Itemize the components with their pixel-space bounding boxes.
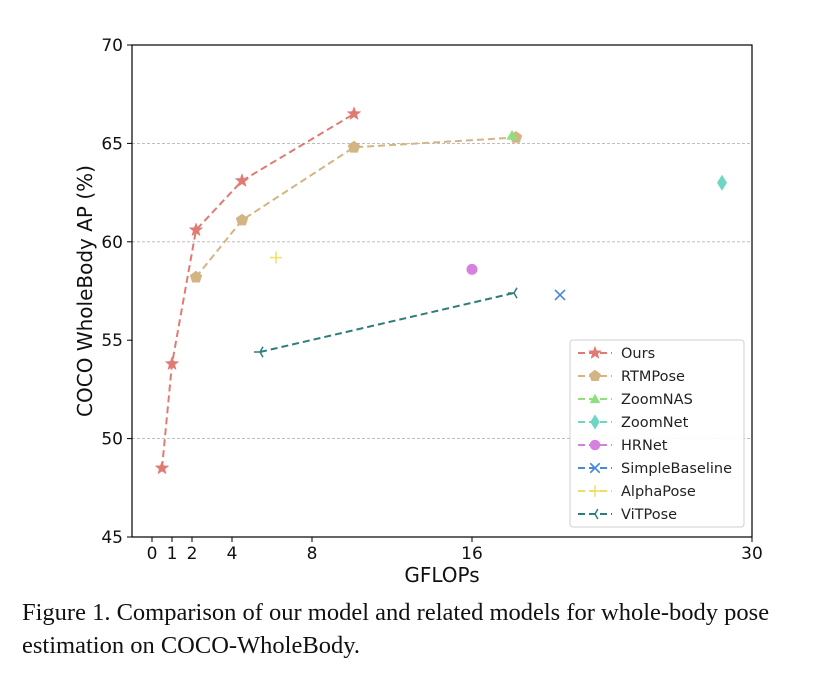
data-point-vitpose-1 bbox=[508, 287, 518, 299]
y-axis-title: COCO WholeBody AP (%) bbox=[73, 165, 97, 417]
legend-label-ours: Ours bbox=[621, 346, 655, 362]
legend-label-simplebaseline: SimpleBaseline bbox=[621, 461, 732, 477]
y-tick-label-50: 50 bbox=[101, 430, 123, 450]
legend-marker-ours bbox=[588, 345, 602, 359]
legend-marker-zoomnet bbox=[590, 414, 600, 430]
x-axis-title: GFLOPs bbox=[404, 563, 479, 587]
x-axis-ticks: 0 1 2 4 8 16 30 bbox=[147, 537, 763, 564]
series-line-rtmpose bbox=[195, 136, 517, 278]
figure-caption: Figure 1. Comparison of our model and re… bbox=[22, 599, 770, 659]
legend-marker-vitpose bbox=[589, 508, 599, 520]
y-tick-label-70: 70 bbox=[101, 36, 123, 56]
legend-label-hrnet: HRNet bbox=[621, 438, 668, 454]
data-point-zoomnet-0 bbox=[717, 174, 727, 191]
chart: 0 1 2 4 8 16 30 45 50 55 60 65 70 GFLOPs COCO Whole… bbox=[73, 36, 763, 587]
legend-label-rtmpose: RTMPose bbox=[621, 369, 685, 385]
legend: Ours RTMPose ZoomNAS ZoomNet HRNet SimpleBase… bbox=[569, 339, 745, 528]
plot-series bbox=[154, 106, 727, 475]
y-tick-label-65: 65 bbox=[101, 134, 123, 154]
data-point-zoomnas-0 bbox=[506, 130, 518, 140]
legend-label-alphapose: AlphaPose bbox=[621, 484, 696, 500]
data-point-rtmpose-2 bbox=[347, 140, 361, 153]
data-point-ours-0 bbox=[154, 460, 170, 475]
data-point-hrnet-0 bbox=[466, 263, 478, 275]
legend-box bbox=[569, 339, 745, 528]
y-tick-label-55: 55 bbox=[101, 331, 123, 351]
data-point-ours-3 bbox=[234, 173, 250, 188]
x-tick-label-0: 0 bbox=[147, 544, 158, 564]
y-tick-label-45: 45 bbox=[101, 528, 123, 548]
data-point-ours-2 bbox=[188, 222, 204, 237]
x-tick-label-1: 1 bbox=[167, 544, 178, 564]
data-point-ours-1 bbox=[164, 356, 180, 371]
x-tick-label-2: 2 bbox=[187, 544, 198, 564]
legend-marker-simplebaseline bbox=[589, 462, 601, 474]
data-point-rtmpose-0 bbox=[189, 270, 203, 283]
legend-label-vitpose: ViTPose bbox=[621, 507, 677, 523]
legend-marker-rtmpose bbox=[589, 369, 601, 381]
data-point-vitpose-0 bbox=[254, 346, 264, 358]
x-tick-label-16: 16 bbox=[461, 544, 483, 564]
data-point-simplebaseline-0 bbox=[554, 289, 566, 301]
legend-label-zoomnet: ZoomNet bbox=[621, 415, 689, 431]
x-tick-label-8: 8 bbox=[307, 544, 318, 564]
data-point-alphapose-0 bbox=[270, 251, 282, 264]
legend-marker-alphapose bbox=[589, 485, 601, 497]
series-line-vitpose bbox=[259, 292, 515, 353]
legend-marker-zoomnas bbox=[589, 393, 601, 404]
data-point-ours-4 bbox=[346, 106, 362, 121]
x-tick-label-4: 4 bbox=[227, 544, 238, 564]
legend-marker-hrnet bbox=[589, 439, 601, 451]
series-line-ours bbox=[161, 113, 355, 469]
y-axis-ticks: 45 50 55 60 65 70 bbox=[101, 36, 132, 548]
x-tick-label-30: 30 bbox=[741, 544, 763, 564]
y-tick-label-60: 60 bbox=[101, 233, 123, 253]
data-point-rtmpose-1 bbox=[235, 213, 249, 226]
plot-frame bbox=[131, 44, 753, 538]
legend-label-zoomnas: ZoomNAS bbox=[621, 392, 693, 408]
